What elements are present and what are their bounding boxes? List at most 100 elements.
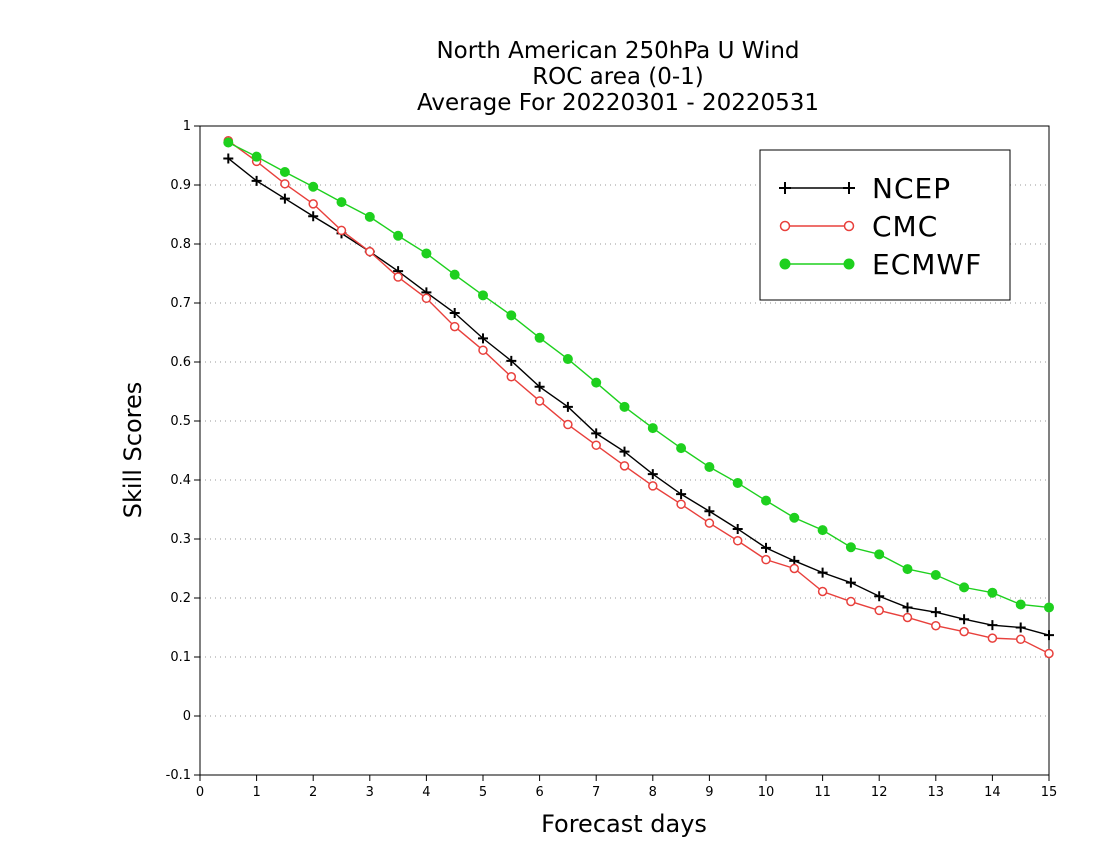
y-tick-label: 0.6 (170, 355, 191, 370)
data-point (619, 401, 630, 412)
data-point (308, 181, 319, 192)
data-point (449, 308, 460, 319)
x-tick-label: 13 (928, 785, 945, 800)
data-point (761, 542, 771, 553)
x-tick-label: 10 (758, 785, 775, 800)
data-point (308, 199, 318, 209)
y-tick-label: -0.1 (166, 768, 191, 783)
data-point (676, 443, 687, 454)
x-tick-label: 2 (309, 785, 317, 800)
data-point (336, 225, 347, 236)
data-point (789, 512, 800, 523)
data-point (845, 577, 856, 588)
legend-label: CMC (872, 210, 938, 243)
y-tick-label: 0.9 (170, 178, 191, 193)
legend-item-ecmwf: ECMWF (779, 248, 982, 281)
data-point (251, 175, 262, 186)
data-point (779, 258, 791, 270)
data-point (874, 605, 884, 616)
data-point (846, 596, 856, 607)
data-point (843, 182, 855, 194)
data-point (421, 248, 432, 259)
data-point (364, 211, 375, 222)
data-point (1044, 630, 1054, 641)
data-point (534, 396, 545, 406)
data-point (817, 525, 828, 536)
data-point (761, 495, 771, 506)
legend-label: ECMWF (872, 248, 982, 281)
data-point (591, 377, 602, 388)
data-point (308, 211, 319, 222)
data-point (506, 372, 517, 382)
y-tick-label: 0.5 (170, 414, 191, 429)
x-tick-label: 6 (535, 785, 543, 800)
x-tick-label: 9 (705, 785, 713, 800)
data-point (845, 542, 856, 553)
y-tick-label: 0.4 (170, 473, 191, 488)
x-tick-label: 12 (871, 785, 888, 800)
x-tick-label: 0 (196, 785, 204, 800)
data-point (534, 381, 545, 392)
legend: NCEP CMC ECMWF (759, 149, 1011, 301)
data-point (648, 481, 658, 491)
data-point (902, 612, 913, 623)
x-tick-label: 3 (366, 785, 374, 800)
data-point (902, 564, 913, 575)
data-point (223, 137, 234, 148)
data-point (478, 290, 488, 301)
data-point (506, 310, 517, 321)
x-tick-label: 8 (649, 785, 657, 800)
data-point (251, 151, 262, 162)
data-point (874, 591, 885, 602)
y-tick-label: 0.7 (170, 296, 191, 311)
data-point (563, 419, 573, 430)
data-point (789, 563, 800, 574)
data-point (959, 626, 969, 637)
data-point (931, 620, 941, 631)
data-point (732, 536, 743, 546)
y-tick-label: 0 (183, 709, 191, 724)
data-point (843, 220, 855, 232)
data-point (1044, 602, 1054, 613)
data-point (817, 567, 828, 578)
chart-title-line-1: North American 250hPa U Wind (436, 38, 799, 64)
legend-item-cmc: CMC (779, 210, 938, 243)
data-point (930, 569, 941, 580)
data-point (619, 446, 630, 457)
data-point (223, 153, 234, 164)
data-point (1044, 648, 1054, 659)
data-point (761, 554, 771, 565)
data-point (843, 258, 855, 270)
data-point (987, 587, 998, 598)
data-point (280, 179, 290, 189)
legend-box (759, 149, 1011, 301)
data-point (1015, 622, 1026, 633)
series-line (227, 140, 1050, 655)
x-tick-label: 7 (592, 785, 600, 800)
data-point (591, 440, 601, 450)
series-ecmwf (223, 137, 1054, 613)
x-tick-label: 15 (1041, 785, 1058, 800)
data-point (393, 272, 403, 282)
y-tick-label: 0.2 (170, 591, 191, 606)
data-point (365, 246, 375, 257)
data-point (930, 607, 941, 618)
data-point (959, 614, 970, 625)
data-point (449, 269, 460, 280)
data-point (732, 523, 743, 534)
x-tick-label: 4 (422, 785, 430, 800)
legend-item-ncep: NCEP (779, 172, 950, 205)
chart-title-line-2: ROC area (0-1) (532, 64, 704, 90)
data-point (874, 549, 885, 560)
data-point (619, 461, 630, 471)
data-point (779, 182, 791, 194)
x-tick-label: 14 (984, 785, 1001, 800)
x-tick-label: 11 (814, 785, 831, 800)
data-point (647, 423, 658, 434)
data-point (506, 355, 517, 366)
data-point (449, 321, 460, 332)
data-point (732, 477, 743, 488)
x-axis-label: Forecast days (541, 810, 707, 838)
